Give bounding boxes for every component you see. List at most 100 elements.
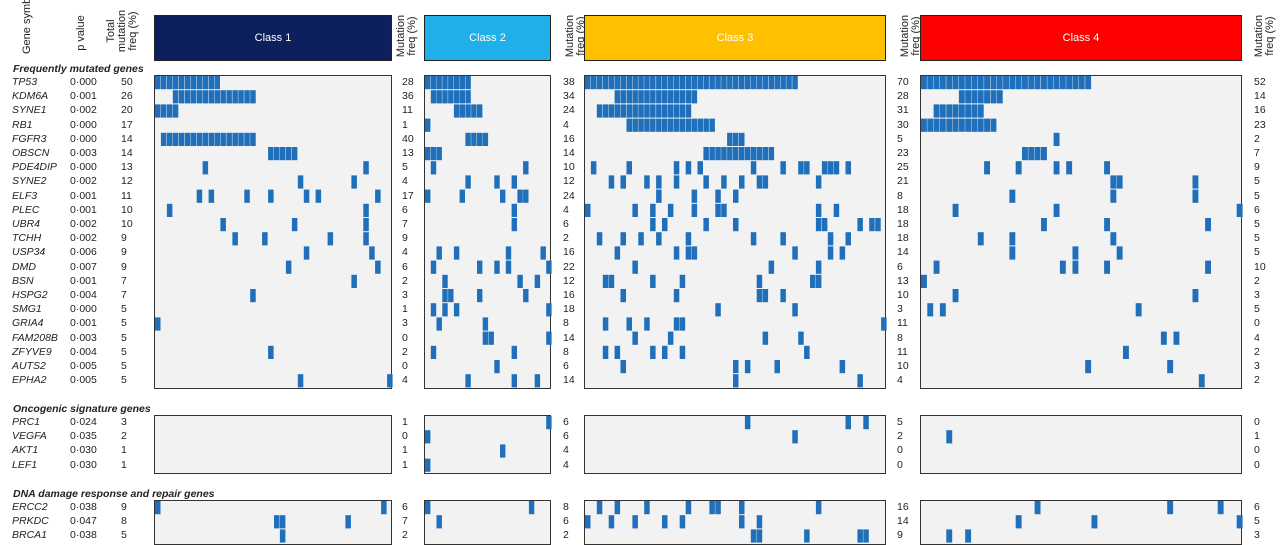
mutation-mark [214,90,220,104]
mutation-mark [792,76,798,90]
mutation-mark [774,76,780,90]
mutation-mark [155,501,161,515]
mutation-mark [650,104,656,118]
class3-mutation-freq: 9 [897,529,903,542]
class4-mutation-freq: 2 [1254,132,1260,145]
class4-mutation-freq: 23 [1254,118,1266,131]
mutation-mark [238,90,244,104]
class4-mutation-freq: 0 [1254,458,1260,471]
mutation-mark [762,76,769,90]
mutation-mark [996,90,1003,104]
mutation-mark [798,331,804,345]
mutation-mark [977,76,984,90]
mutation-mark [715,189,721,203]
mutation-mark [1085,76,1092,90]
mutation-mark [546,416,552,430]
mutation-mark [585,76,591,90]
mutation-mark [774,360,780,374]
p-value: 0·002 [70,218,97,230]
mutation-mark [679,90,686,104]
mutation-mark [511,175,517,189]
mutation-mark [739,76,745,90]
mutation-mark [268,147,274,161]
mutation-mark [1091,515,1098,529]
mutation-mark [1110,189,1117,203]
mutation-mark [523,189,529,203]
total-mutation-freq: 9 [121,246,127,259]
mutation-mark [656,104,662,118]
mutation-mark [815,501,822,515]
class1-mutation-freq: 4 [402,374,408,387]
mutation-mark [1053,161,1060,175]
class1-mutation-freq: 36 [402,90,414,103]
class2-panel [424,415,551,474]
mutation-mark [933,104,940,118]
class3-mutation-freq: 18 [897,218,909,230]
mutation-mark [602,274,609,288]
class3-mutation-freq: 8 [897,331,903,344]
class4-mutation-freq: 2 [1254,274,1260,287]
p-value: 0·047 [70,515,97,528]
mutation-mark [933,260,940,274]
mutation-mark [750,232,757,246]
mutation-mark [363,218,369,232]
mutation-mark [662,90,668,104]
p-value: 0·024 [70,416,97,428]
mutation-mark [662,345,668,359]
class4-mutation-freq: 5 [1254,515,1260,528]
mutation-mark [1066,161,1073,175]
class3-label: Class 3 [716,32,754,44]
total-mutation-freq: 11 [121,189,132,202]
mutation-mark [262,232,268,246]
mutation-mark [511,203,517,217]
class4-mutation-freq: 16 [1254,104,1266,117]
mutation-mark [430,345,437,359]
mutation-mark [1015,76,1022,90]
mutation-mark [996,76,1003,90]
mutation-mark [939,303,946,317]
mutation-mark [958,76,965,90]
mutation-mark [857,529,863,543]
mutation-mark [1015,515,1022,529]
class1-panel [154,415,392,474]
mutation-mark [596,232,603,246]
class2-mutation-freq: 8 [563,501,569,513]
mutation-mark [697,161,703,175]
mutation-mark [511,374,517,388]
class1-mutation-freq: 0 [402,331,408,344]
gene-symbol: DMD [12,260,36,273]
mutation-mark [155,104,161,118]
mutation-mark [827,246,834,260]
mutation-mark [465,175,471,189]
mutation-mark [620,289,626,303]
mutation-mark [442,90,448,104]
mutation-mark [620,360,626,374]
total-mutation-freq: 7 [121,274,127,287]
mutation-mark [673,289,680,303]
gene-symbol: VEGFA [12,430,47,443]
mutation-mark [511,345,517,359]
mutation-mark [303,189,310,203]
mutation-mark [184,90,191,104]
mutation-mark [744,416,751,430]
class1-mutation-freq: 4 [402,175,408,188]
p-value: 0·030 [70,444,97,457]
mutation-mark [667,331,674,345]
mutation-mark [921,274,927,288]
mutation-mark [984,90,990,104]
p-value: 0·004 [70,289,97,301]
mutation-mark [477,132,483,146]
class2-mutation-freq: 16 [563,246,575,259]
mutation-mark [1009,76,1016,90]
mutation-mark [833,203,840,217]
mutation-mark [703,175,709,189]
mutation-mark [679,317,686,331]
mutation-mark [172,104,179,118]
mutation-mark [679,118,686,132]
mutation-mark [792,246,798,260]
mutation-mark [958,118,965,132]
mutation-mark [626,90,632,104]
mutation-mark [453,246,460,260]
total-mutation-freq: 5 [121,317,127,330]
mutation-mark [679,345,686,359]
